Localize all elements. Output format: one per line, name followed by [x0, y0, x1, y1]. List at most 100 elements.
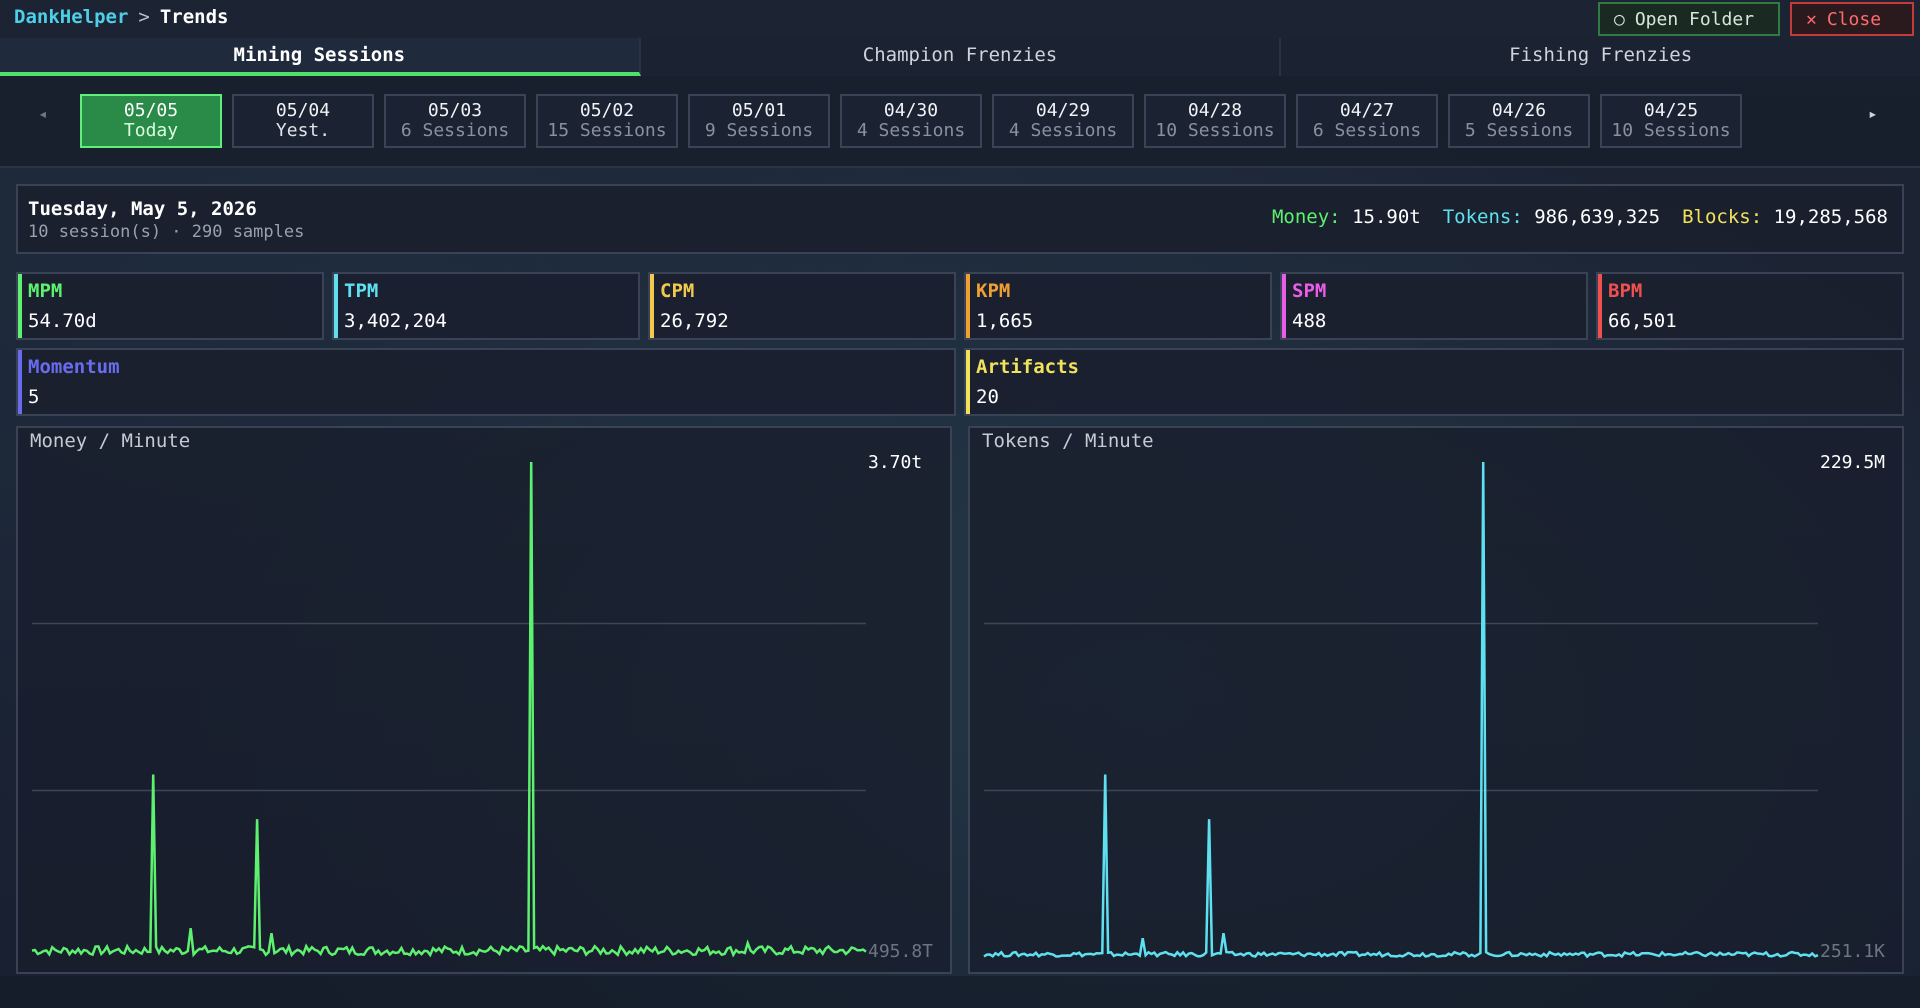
stat-label: Artifacts: [976, 356, 1079, 378]
date-chip[interactable]: 05/03 6 Sessions: [384, 94, 526, 148]
tokens-chart-svg: [983, 461, 1819, 959]
money-chart-svg: [31, 461, 867, 958]
close-label: Close: [1826, 8, 1882, 30]
date-chip[interactable]: 04/26 5 Sessions: [1448, 94, 1590, 148]
date-chip-sub: 5 Sessions: [1464, 120, 1574, 141]
date-chip-date: 04/25: [1643, 100, 1699, 121]
day-summary: Tuesday, May 5, 2026 10 session(s) · 290…: [16, 184, 1904, 254]
stat-card-kpm: KPM 1,665: [964, 272, 1272, 340]
chart-min-label: 495.8T: [868, 941, 934, 962]
stat-value: 20: [976, 386, 999, 408]
tokens-value: 986,639,325: [1534, 206, 1661, 228]
stat-accent: [1598, 274, 1602, 338]
date-chip[interactable]: 04/28 10 Sessions: [1144, 94, 1286, 148]
stat-card-cpm: CPM 26,792: [648, 272, 956, 340]
chart-min-label: 251.1K: [1820, 941, 1886, 962]
stat-accent: [334, 274, 338, 338]
tab-fishing-frenzies[interactable]: Fishing Frenzies: [1509, 44, 1693, 66]
date-chip-date: 05/01: [731, 100, 787, 121]
chart-title: Money / Minute: [30, 430, 191, 452]
tab-champion-frenzies[interactable]: Champion Frenzies: [641, 38, 1282, 76]
stat-label: MPM: [28, 280, 63, 302]
stat-label: TPM: [344, 280, 379, 302]
date-chip-sub: 4 Sessions: [1008, 120, 1118, 141]
stat-value: 26,792: [660, 310, 729, 332]
date-chip-sub: 10 Sessions: [1155, 120, 1275, 141]
date-chip-date: 05/03: [427, 100, 483, 121]
stat-card-artifacts: Artifacts 20: [964, 348, 1904, 416]
date-chip[interactable]: 05/04 Yest.: [232, 94, 374, 148]
date-chip-date: 05/02: [579, 100, 635, 121]
blocks-value: 19,285,568: [1773, 206, 1888, 228]
stat-card-momentum: Momentum 5: [16, 348, 956, 416]
stat-label: KPM: [976, 280, 1011, 302]
chart-max-label: 229.5M: [1820, 452, 1886, 473]
date-chip-sub: 9 Sessions: [704, 120, 814, 141]
top-bar: DankHelper > Trends ○ Open Folder ✕ Clos…: [0, 0, 1920, 38]
date-chip-date: 04/29: [1035, 100, 1091, 121]
stat-accent: [650, 274, 654, 338]
tab-mining-sessions[interactable]: Mining Sessions: [0, 38, 641, 76]
date-chip-sub: 4 Sessions: [856, 120, 966, 141]
breadcrumb-app[interactable]: DankHelper: [14, 6, 129, 28]
date-chip-date: 04/30: [883, 100, 939, 121]
series-line: [31, 461, 867, 958]
stat-card-bpm: BPM 66,501: [1596, 272, 1904, 340]
date-chip[interactable]: 04/27 6 Sessions: [1296, 94, 1438, 148]
stat-value: 66,501: [1608, 310, 1677, 332]
stat-accent: [1282, 274, 1286, 338]
blocks-label: Blocks:: [1682, 206, 1763, 228]
money-value: 15.90t: [1352, 206, 1421, 228]
open-folder-button[interactable]: ○ Open Folder: [1598, 2, 1780, 36]
date-chip[interactable]: 05/02 15 Sessions: [536, 94, 678, 148]
stat-card-spm: SPM 488: [1280, 272, 1588, 340]
stat-value: 1,665: [976, 310, 1034, 332]
stat-label: SPM: [1292, 280, 1327, 302]
date-chip-sub: 6 Sessions: [400, 120, 510, 141]
stat-value: 54.70d: [28, 310, 97, 332]
tokens-per-minute-chart: Tokens / Minute 229.5M 251.1K: [968, 426, 1904, 974]
scroll-left-icon[interactable]: ◂: [38, 104, 48, 123]
stat-label: BPM: [1608, 280, 1643, 302]
stat-accent: [966, 274, 970, 338]
date-chip-date: 04/28: [1187, 100, 1243, 121]
date-chip[interactable]: 05/05 Today: [80, 94, 222, 148]
date-chip-sub: 10 Sessions: [1611, 120, 1731, 141]
date-chip-date: 04/27: [1339, 100, 1395, 121]
date-chip-date: 04/26: [1491, 100, 1547, 121]
stat-accent: [18, 350, 22, 414]
stat-value: 5: [28, 386, 40, 408]
stat-value: 488: [1292, 310, 1327, 332]
close-icon: ✕: [1806, 8, 1817, 30]
money-label: Money:: [1271, 206, 1341, 228]
stat-label: Momentum: [28, 356, 120, 378]
breadcrumb: DankHelper > Trends: [14, 6, 228, 28]
stat-card-mpm: MPM 54.70d: [16, 272, 324, 340]
stat-label: CPM: [660, 280, 695, 302]
date-chip[interactable]: 04/29 4 Sessions: [992, 94, 1134, 148]
date-chip-sub: 15 Sessions: [547, 120, 667, 141]
date-chip[interactable]: 04/25 10 Sessions: [1600, 94, 1742, 148]
stat-accent: [18, 274, 22, 338]
open-folder-label: Open Folder: [1634, 8, 1755, 30]
breadcrumb-separator: >: [138, 6, 150, 28]
date-chip-sub: 6 Sessions: [1312, 120, 1422, 141]
summary-sessions: 10 session(s) · 290 samples: [28, 222, 305, 242]
chart-title: Tokens / Minute: [982, 430, 1154, 452]
date-chip-sub: Yest.: [275, 120, 331, 141]
date-selector: ◂ 05/05 Today 05/04 Yest. 05/03 6 Sessio…: [0, 76, 1920, 168]
page-title: Trends: [159, 6, 229, 28]
scroll-right-icon[interactable]: ▸: [1868, 104, 1878, 123]
date-chip-date: 05/05: [123, 100, 179, 121]
date-chip-sub: Today: [123, 120, 179, 141]
date-chip[interactable]: 05/01 9 Sessions: [688, 94, 830, 148]
date-chip[interactable]: 04/30 4 Sessions: [840, 94, 982, 148]
close-button[interactable]: ✕ Close: [1790, 2, 1914, 36]
stat-accent: [966, 350, 970, 414]
stat-card-tpm: TPM 3,402,204: [332, 272, 640, 340]
chart-max-label: 3.70t: [868, 452, 923, 473]
tokens-label: Tokens:: [1442, 206, 1523, 228]
tab-bar: Mining Sessions Champion Frenzies Fishin…: [0, 38, 1920, 76]
summary-date: Tuesday, May 5, 2026: [28, 198, 257, 220]
folder-icon: ○: [1614, 8, 1625, 30]
